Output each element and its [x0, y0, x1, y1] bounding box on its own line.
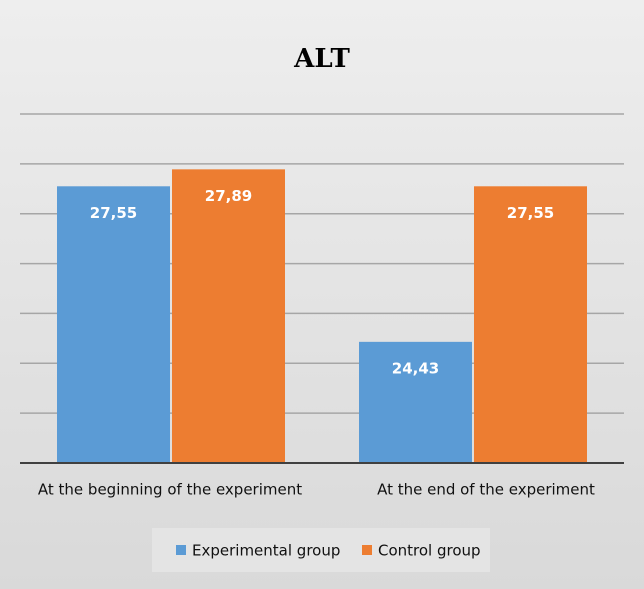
legend-box — [152, 528, 490, 572]
data-label: 27,55 — [90, 204, 137, 222]
bar — [57, 186, 170, 464]
data-label: 24,43 — [392, 359, 439, 377]
x-tick-label: At the beginning of the experiment — [38, 481, 302, 499]
bar — [359, 341, 472, 463]
chart-title: ALT — [293, 44, 350, 74]
data-label: 27,89 — [205, 187, 252, 205]
data-label: 27,55 — [507, 204, 554, 222]
x-tick-label: At the end of the experiment — [377, 481, 595, 499]
legend-label: Experimental group — [192, 542, 340, 560]
bar — [172, 169, 285, 463]
legend-swatch — [362, 545, 372, 555]
bar — [474, 186, 587, 464]
legend-label: Control group — [378, 542, 481, 560]
legend-swatch — [176, 545, 186, 555]
